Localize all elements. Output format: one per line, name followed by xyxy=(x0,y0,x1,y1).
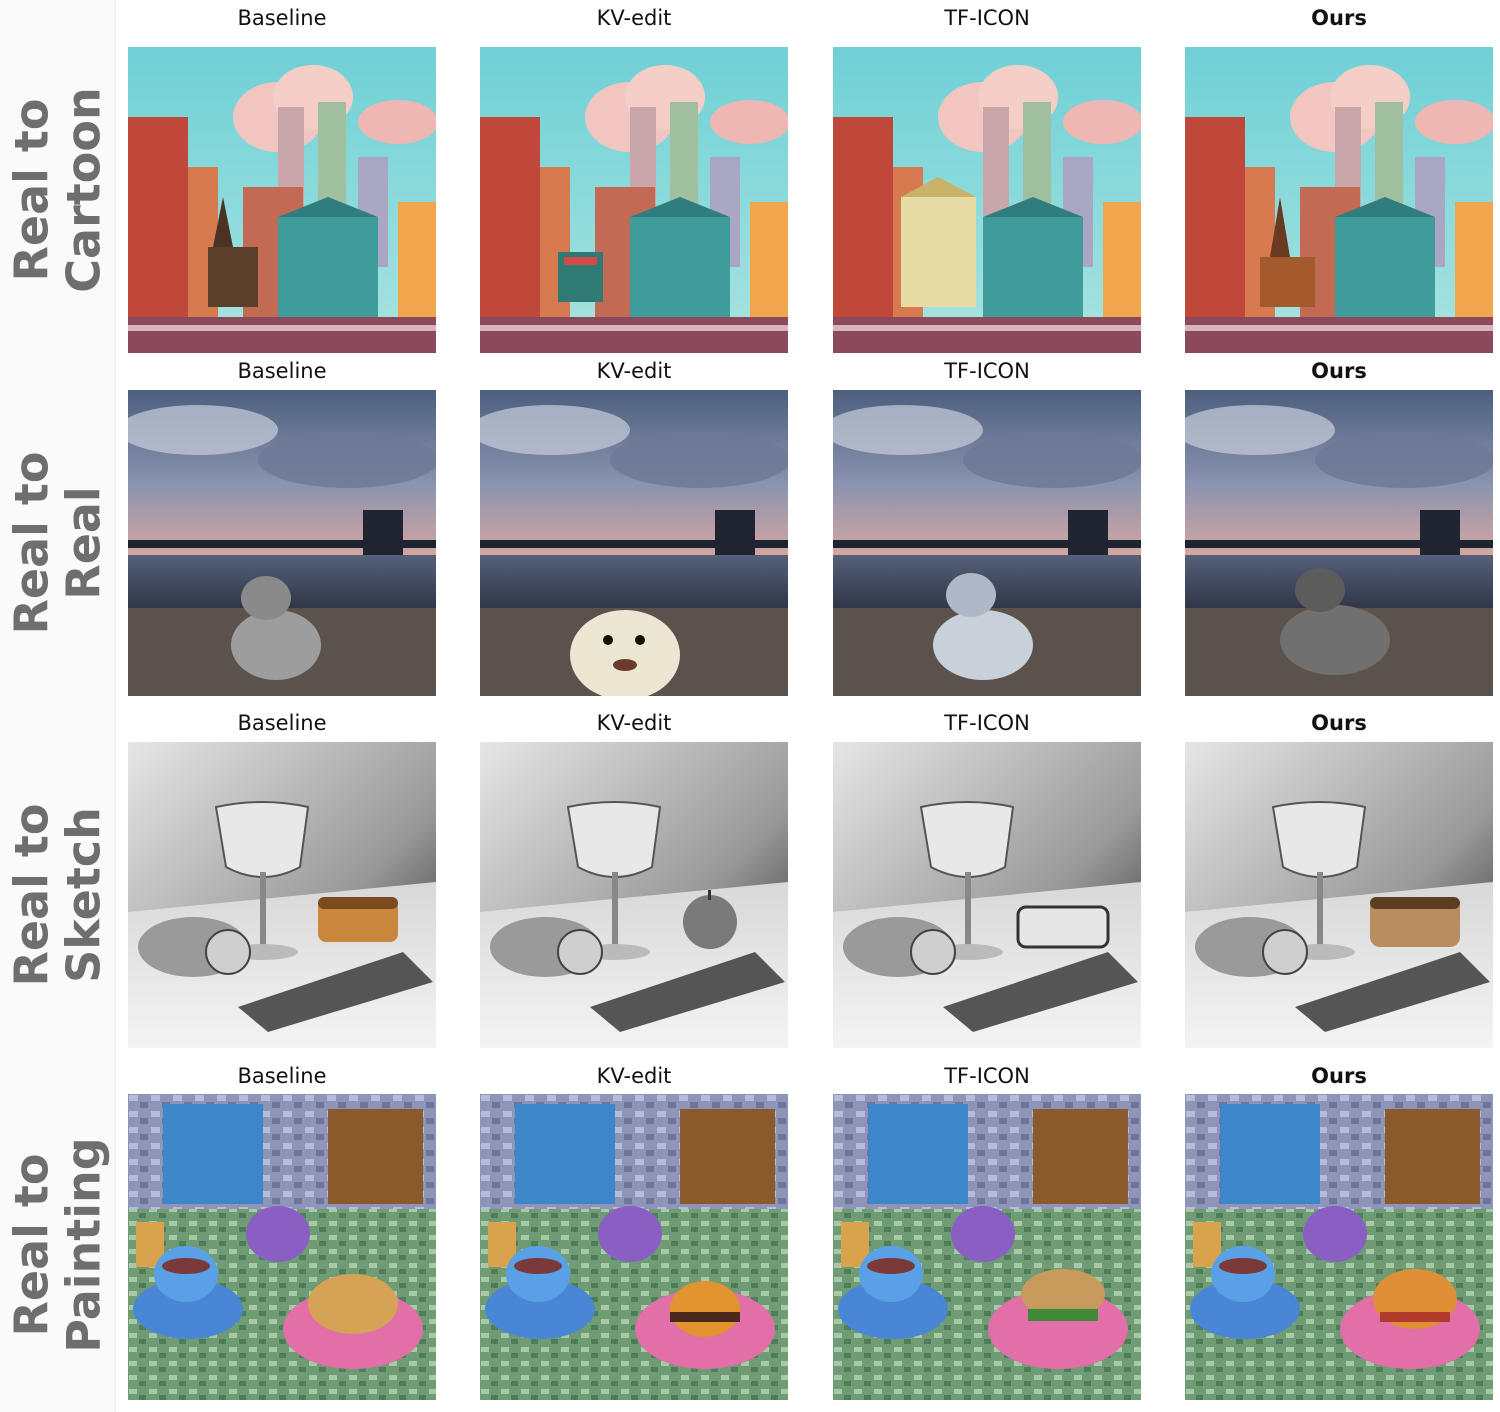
image-real-kv-edit xyxy=(480,390,788,696)
image-cartoon-kv-edit xyxy=(480,47,788,353)
image-sketch-tf-icon xyxy=(833,742,1141,1048)
image-sketch-baseline xyxy=(128,742,436,1048)
image-cartoon-ours xyxy=(1185,47,1493,353)
column-title-tf-icon: TF-ICON xyxy=(944,1064,1030,1088)
row-label-line2: Sketch xyxy=(56,807,111,983)
column-title-kv-edit: KV-edit xyxy=(596,711,672,735)
image-real-tf-icon xyxy=(833,390,1141,696)
row-label-panel xyxy=(0,0,116,1412)
column-title-baseline: Baseline xyxy=(237,359,327,383)
image-cartoon-tf-icon xyxy=(833,47,1141,353)
image-sketch-ours xyxy=(1185,742,1493,1048)
row-label-cartoon: Real to Cartoon xyxy=(0,40,115,340)
column-title-tf-icon: TF-ICON xyxy=(944,711,1030,735)
column-title-kv-edit: KV-edit xyxy=(596,1064,672,1088)
column-title-kv-edit: KV-edit xyxy=(596,6,672,30)
row-label-real: Real to Real xyxy=(0,393,115,693)
image-real-ours xyxy=(1185,390,1493,696)
row-label-sketch: Real to Sketch xyxy=(0,745,115,1045)
column-title-baseline: Baseline xyxy=(237,1064,327,1088)
image-painting-baseline xyxy=(128,1094,436,1400)
image-cartoon-baseline xyxy=(128,47,436,353)
column-title-baseline: Baseline xyxy=(237,711,327,735)
row-label-line1: Real to xyxy=(4,98,59,282)
column-title-ours: Ours xyxy=(1311,1064,1367,1088)
image-sketch-kv-edit xyxy=(480,742,788,1048)
column-title-ours: Ours xyxy=(1311,6,1367,30)
column-title-tf-icon: TF-ICON xyxy=(944,359,1030,383)
row-label-line2: Painting xyxy=(56,1137,111,1353)
row-label-line1: Real to xyxy=(4,1153,59,1337)
column-title-tf-icon: TF-ICON xyxy=(944,6,1030,30)
row-label-painting: Real to Painting xyxy=(0,1090,115,1400)
column-title-baseline: Baseline xyxy=(237,6,327,30)
column-title-ours: Ours xyxy=(1311,711,1367,735)
row-label-line1: Real to xyxy=(4,451,59,635)
image-painting-tf-icon xyxy=(833,1094,1141,1400)
image-real-baseline xyxy=(128,390,436,696)
row-label-line2: Cartoon xyxy=(56,87,111,293)
row-label-line1: Real to xyxy=(4,803,59,987)
row-label-line2: Real xyxy=(56,486,111,600)
image-painting-kv-edit xyxy=(480,1094,788,1400)
column-title-kv-edit: KV-edit xyxy=(596,359,672,383)
column-title-ours: Ours xyxy=(1311,359,1367,383)
image-painting-ours xyxy=(1185,1094,1493,1400)
